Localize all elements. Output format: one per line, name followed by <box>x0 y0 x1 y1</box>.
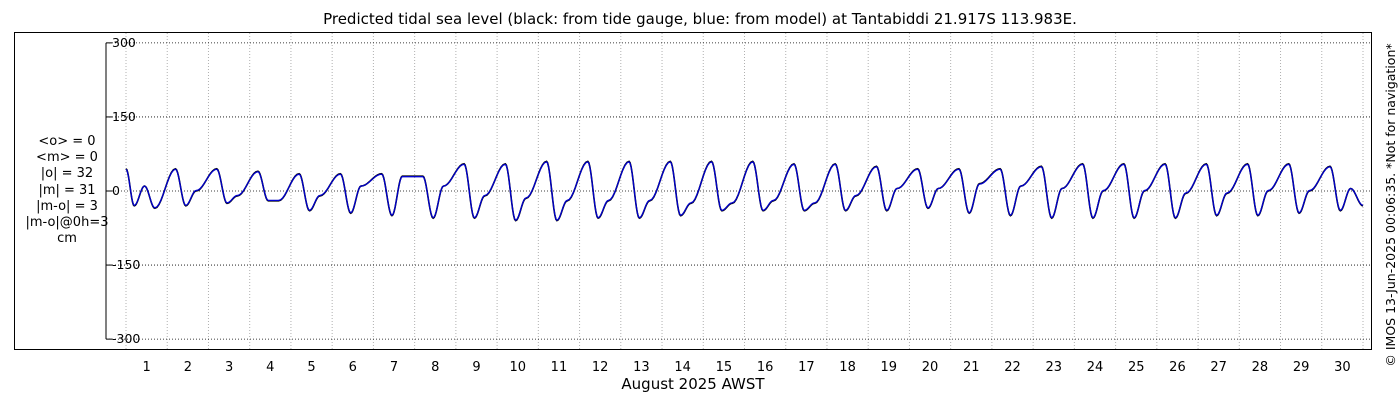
x-tick-label: 7 <box>390 360 398 375</box>
x-tick-label: 21 <box>963 360 980 375</box>
x-tick-label: 23 <box>1045 360 1062 375</box>
credit-text: © IMOS 13-Jun-2025 00:06:35. *Not for na… <box>1383 43 1398 367</box>
x-tick-label: 25 <box>1128 360 1145 375</box>
x-tick-label: 4 <box>266 360 274 375</box>
x-tick-label: 17 <box>798 360 815 375</box>
x-tick-label: 26 <box>1169 360 1186 375</box>
x-tick-label: 2 <box>184 360 192 375</box>
x-tick-label: 10 <box>509 360 526 375</box>
chart-title: Predicted tidal sea level (black: from t… <box>323 10 1077 28</box>
x-tick-label: 12 <box>592 360 609 375</box>
x-tick-label: 20 <box>922 360 939 375</box>
stat-diff-lag0: |m-o|@0h=3 <box>25 215 109 231</box>
x-tick-label: 11 <box>551 360 568 375</box>
x-tick-label: 16 <box>757 360 774 375</box>
x-axis-label: August 2025 AWST <box>621 375 765 393</box>
x-tick-label: 14 <box>674 360 691 375</box>
statistics-panel: <o> = 0 <m> = 0 |o| = 32 |m| = 31 |m-o| … <box>20 134 114 247</box>
stat-model-mean: <m> = 0 <box>36 150 98 166</box>
x-tick-label: 6 <box>349 360 357 375</box>
stat-obs-mean: <o> = 0 <box>38 134 96 149</box>
x-tick-label: 30 <box>1334 360 1351 375</box>
credit-container: © IMOS 13-Jun-2025 00:06:35. *Not for na… <box>1380 30 1400 380</box>
x-tick-label: 8 <box>431 360 439 375</box>
x-tick-label: 22 <box>1004 360 1021 375</box>
y-tick-label: -300 <box>112 331 140 346</box>
stat-model-abs: |m| = 31 <box>38 182 96 198</box>
y-tick-label: 300 <box>112 35 136 50</box>
plot-frame <box>14 32 1372 350</box>
y-tick-label: -150 <box>112 257 140 272</box>
x-tick-label: 15 <box>716 360 733 375</box>
x-tick-label: 9 <box>472 360 480 375</box>
x-tick-label: 3 <box>225 360 233 375</box>
stat-diff-abs: |m-o| = 3 <box>36 198 98 214</box>
model-series-line <box>125 161 1364 221</box>
stat-unit: cm <box>57 231 77 247</box>
stat-obs-abs: |o| = 32 <box>40 166 94 182</box>
y-tick-label: 0 <box>112 183 120 198</box>
x-tick-label: 19 <box>881 360 898 375</box>
x-tick-label: 13 <box>633 360 650 375</box>
y-tick-label: 150 <box>112 109 136 124</box>
series-layer <box>125 160 1364 222</box>
x-tick-label: 5 <box>307 360 315 375</box>
x-tick-label: 1 <box>142 360 150 375</box>
x-tick-label: 28 <box>1252 360 1269 375</box>
x-tick-label: 29 <box>1293 360 1310 375</box>
x-tick-label: 27 <box>1210 360 1227 375</box>
x-tick-label: 18 <box>839 360 856 375</box>
x-tick-label: 24 <box>1087 360 1104 375</box>
